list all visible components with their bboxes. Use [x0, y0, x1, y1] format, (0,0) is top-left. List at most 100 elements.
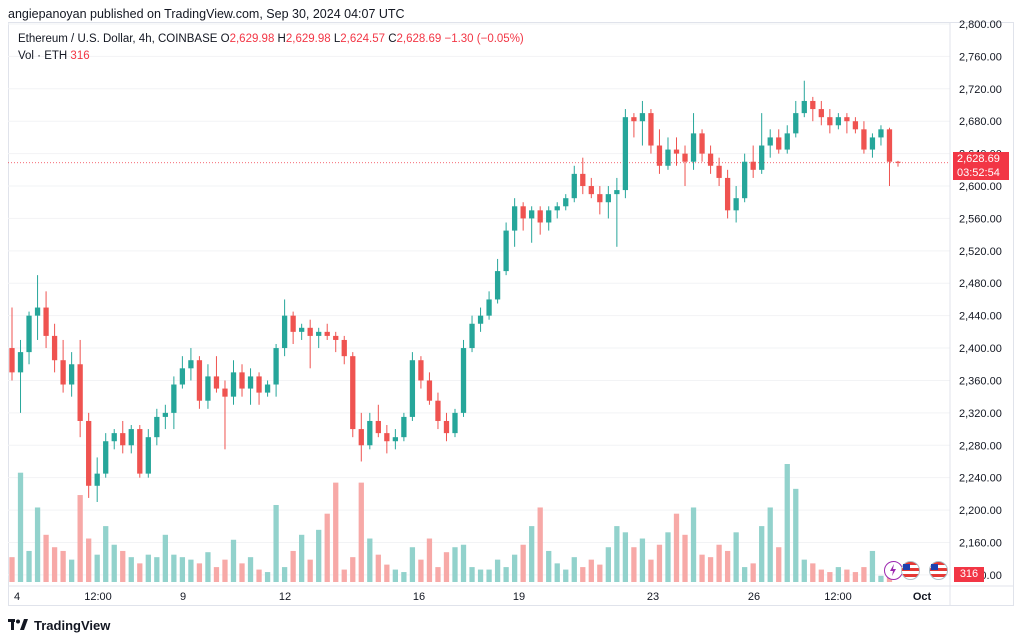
volume-bar	[68, 559, 75, 582]
volume-bar	[307, 559, 313, 582]
y-tick-label: 2,720.00	[959, 84, 1002, 96]
x-tick-label: 9	[180, 591, 186, 603]
candle-body	[793, 113, 799, 134]
candle-body	[639, 113, 646, 122]
volume-bar	[401, 572, 407, 582]
candle-body	[290, 315, 296, 332]
y-tick-label: 2,320.00	[959, 408, 1002, 420]
volume-bar	[154, 557, 160, 582]
candle-body	[68, 364, 75, 385]
low-label: L	[333, 33, 341, 45]
y-tick-label: 2,760.00	[959, 51, 1002, 63]
volume-bar	[605, 547, 611, 582]
candle-body	[656, 145, 663, 166]
candle-body	[51, 335, 58, 361]
candle-body	[520, 206, 526, 219]
candle-body	[230, 372, 237, 397]
candle-body	[273, 348, 279, 385]
candle-body	[503, 230, 509, 272]
y-tick-label: 2,280.00	[959, 440, 1002, 452]
candle-body	[426, 380, 433, 401]
candle-body	[409, 360, 416, 417]
candle-body	[605, 194, 611, 203]
volume-bar	[784, 464, 790, 582]
volume-bar	[94, 554, 100, 582]
candle-body	[358, 429, 364, 446]
volume-bar	[247, 557, 254, 582]
y-tick-label: 2,400.00	[959, 343, 1002, 355]
candle-body	[673, 149, 680, 154]
x-tick-label: 16	[413, 591, 425, 603]
candle-body	[750, 161, 756, 170]
candle-body	[571, 173, 577, 199]
candle-body	[759, 145, 765, 170]
volume-bar	[503, 567, 509, 582]
candle-body	[171, 384, 177, 413]
volume-bar	[861, 567, 867, 582]
candle-body	[622, 117, 629, 191]
volume-bar	[256, 569, 262, 582]
volume-bar	[622, 532, 629, 582]
volume-bar	[452, 547, 458, 582]
us-flag-event-icon-2[interactable]	[929, 561, 948, 580]
close-value: 2,628.69	[396, 33, 442, 45]
y-tick-label: 2,600.00	[959, 181, 1002, 193]
candle-body	[137, 429, 143, 474]
volume-bar	[281, 567, 288, 582]
y-tick-label: 2,200.00	[959, 505, 1002, 517]
volume-bar	[162, 534, 168, 582]
volume-bar	[716, 544, 722, 582]
chart-frame	[8, 22, 1014, 606]
volume-bar	[196, 563, 203, 582]
candle-body	[281, 315, 288, 349]
tradingview-brand[interactable]: TradingView	[34, 617, 111, 633]
candle-body	[554, 206, 560, 211]
symbol-label[interactable]: Ethereum / U.S. Dollar, 4h, COINBASE	[18, 33, 218, 45]
countdown-badge: 03:52:54	[953, 166, 1009, 180]
candle-body	[724, 177, 731, 211]
candle-body	[188, 360, 194, 369]
candle-body	[861, 129, 867, 150]
volume-bar	[614, 526, 620, 582]
x-tick-label: 23	[647, 591, 659, 603]
y-tick-label: 2,560.00	[959, 213, 1002, 225]
candle-body	[392, 437, 399, 442]
chart-legend: Ethereum / U.S. Dollar, 4h, COINBASE O2,…	[18, 31, 524, 65]
volume-bar	[111, 544, 117, 582]
volume-bar	[264, 572, 271, 582]
candle-body	[9, 348, 15, 373]
candles	[9, 80, 901, 502]
close-label: C	[388, 33, 397, 45]
volume-bar	[844, 569, 850, 582]
candle-body	[827, 117, 833, 126]
us-flag-event-icon[interactable]	[901, 561, 920, 580]
volume-bar	[486, 569, 492, 582]
volume-bar	[793, 488, 799, 582]
volume-bar	[26, 550, 32, 582]
volume-bar	[597, 564, 603, 582]
time-axis: 4 12:00 9 12 16 19 23 26 12:00 Oct	[14, 591, 932, 603]
candle-body	[120, 433, 126, 446]
volume-bar	[682, 534, 688, 582]
candle-body	[494, 271, 501, 300]
volume-bar	[222, 559, 228, 582]
y-tick-label: 2,360.00	[959, 375, 1002, 387]
volume-bar	[367, 538, 373, 582]
volume-label[interactable]: Vol · ETH	[18, 50, 68, 62]
candle-body	[614, 190, 620, 195]
volume-bar	[724, 550, 731, 582]
volume-bar	[51, 547, 58, 582]
volume-badge: 316	[954, 567, 984, 582]
candle-body	[128, 429, 134, 446]
candle-body	[452, 412, 458, 434]
volume-bar	[34, 507, 41, 582]
volume-bar	[179, 557, 186, 582]
candle-body	[324, 331, 330, 336]
candle-body	[588, 186, 594, 195]
candle-body	[196, 360, 203, 401]
volume-bar	[869, 550, 876, 582]
candle-body	[418, 360, 424, 381]
volume-bar	[358, 482, 364, 582]
volume-bar	[120, 550, 126, 582]
